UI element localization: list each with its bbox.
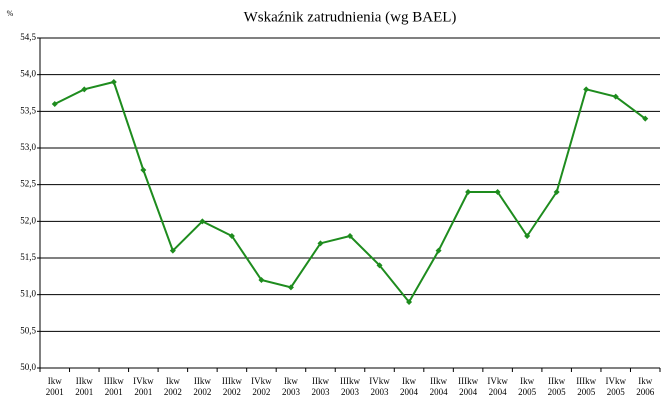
x-tick-label: IIIkw <box>340 376 360 386</box>
point <box>140 167 147 173</box>
x-tick-label: IIkw <box>312 376 329 386</box>
y-tick-label: 51,5 <box>20 252 36 262</box>
y-tick-label: 50,0 <box>20 362 36 372</box>
point <box>169 247 176 254</box>
point <box>228 233 235 239</box>
x-tick-label: 2002 <box>193 387 211 397</box>
y-tick-label: 53,0 <box>20 142 36 152</box>
point <box>199 218 206 225</box>
x-tick-label: 2001 <box>46 387 64 397</box>
x-tick-label: IIkw <box>194 376 211 386</box>
x-tick-label: IVkw <box>605 376 626 386</box>
point <box>642 115 649 122</box>
x-tick-label: IVkw <box>369 376 390 386</box>
point <box>347 233 353 239</box>
x-tick-label: 2004 <box>459 387 478 397</box>
x-tick-label: 2005 <box>548 387 567 397</box>
y-tick-label: 53,5 <box>20 105 36 115</box>
point <box>258 277 265 283</box>
x-tick-label: Ikw <box>520 376 534 386</box>
x-tick-label: 2004 <box>489 387 508 397</box>
x-tick-label: Ikw <box>402 376 416 386</box>
x-tick-label: Ikw <box>48 376 62 386</box>
x-tick-label: 2005 <box>607 387 626 397</box>
x-tick-label: 2002 <box>223 387 241 397</box>
point <box>494 189 501 195</box>
point <box>612 93 619 100</box>
x-tick-label: 2003 <box>282 387 301 397</box>
x-tick-label: Ikw <box>166 376 180 386</box>
point <box>524 233 531 239</box>
point <box>465 189 472 195</box>
y-tick-label: 54,5 <box>20 32 36 42</box>
point <box>51 101 58 107</box>
x-tick-label: IIkw <box>76 376 93 386</box>
x-tick-label: IIIkw <box>222 376 242 386</box>
x-tick-label: IVkw <box>251 376 272 386</box>
x-tick-label: 2006 <box>636 387 655 397</box>
x-tick-label: 2005 <box>577 387 596 397</box>
x-tick-label: IIIkw <box>576 376 596 386</box>
y-tick-label: 50,5 <box>20 325 36 335</box>
chart-title: Wskaźnik zatrudnienia (wg BAEL) <box>244 9 457 25</box>
point <box>110 79 117 85</box>
point <box>553 189 560 195</box>
x-tick-label: IIkw <box>548 376 565 386</box>
x-tick-label: 2003 <box>371 387 390 397</box>
y-tick-label: 52,5 <box>20 179 36 189</box>
x-tick-label: Ikw <box>638 376 652 386</box>
x-tick-label: 2004 <box>430 387 449 397</box>
x-tick-label: IIIkw <box>458 376 478 386</box>
point <box>583 86 590 93</box>
x-tick-label: Ikw <box>284 376 298 386</box>
x-tick-label: 2001 <box>134 387 152 397</box>
x-tick-label: 2002 <box>252 387 270 397</box>
point <box>287 284 294 291</box>
y-axis-label: % <box>7 9 14 18</box>
y-tick-label: 52,0 <box>20 215 36 225</box>
x-tick-label: 2003 <box>311 387 330 397</box>
x-tick-label: IVkw <box>133 376 154 386</box>
y-tick-label: 51,0 <box>20 289 36 299</box>
x-tick-label: 2002 <box>164 387 182 397</box>
point <box>376 262 383 269</box>
x-tick-label: IIIkw <box>104 376 124 386</box>
x-tick-label: IVkw <box>487 376 508 386</box>
x-tick-label: IIkw <box>430 376 447 386</box>
point <box>81 86 88 93</box>
point <box>406 299 413 305</box>
point <box>317 240 324 247</box>
x-tick-label: 2005 <box>518 387 537 397</box>
y-tick-label: 54,0 <box>20 69 36 79</box>
point <box>435 247 442 254</box>
x-tick-label: 2004 <box>400 387 419 397</box>
x-tick-label: 2001 <box>105 387 123 397</box>
x-tick-label: 2001 <box>75 387 93 397</box>
x-tick-label: 2003 <box>341 387 360 397</box>
